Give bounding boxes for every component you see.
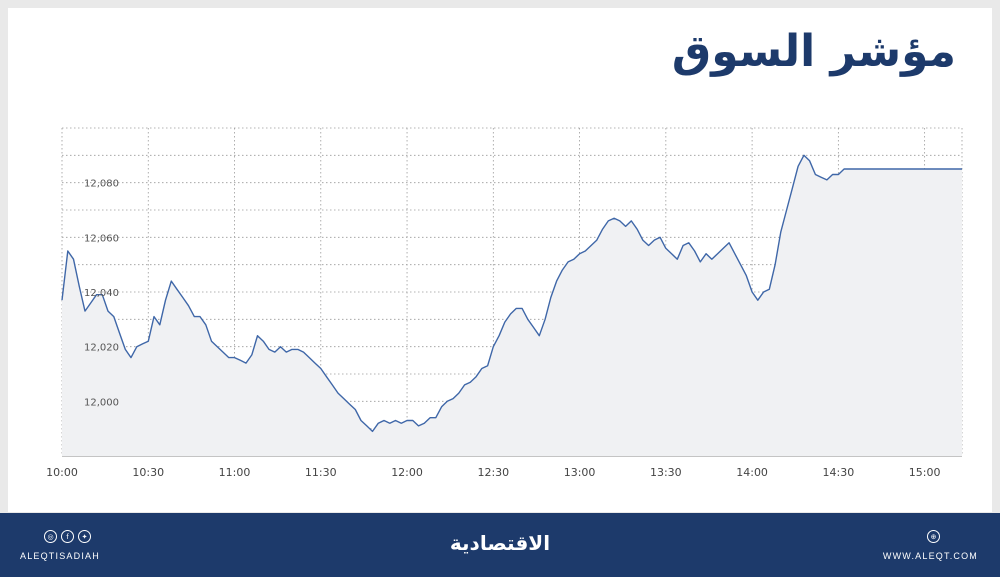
y-tick-label: 12,040 xyxy=(84,288,119,299)
x-tick-label: 13:00 xyxy=(564,466,596,479)
y-tick-label: 12,000 xyxy=(84,397,119,408)
x-tick-label: 10:00 xyxy=(46,466,78,479)
index-line xyxy=(61,154,962,433)
x-tick-label: 13:30 xyxy=(650,466,682,479)
facebook-icon[interactable]: f xyxy=(61,530,74,543)
x-tick-label: 10:30 xyxy=(132,466,164,479)
instagram-icon[interactable]: ◎ xyxy=(44,530,57,543)
footer-bar: ◎ f ✦ ALEQTISADIAH الاقتصادية ⊕ WWW.ALEQ… xyxy=(0,513,1000,577)
globe-icon[interactable]: ⊕ xyxy=(927,530,940,543)
x-tick-label: 15:00 xyxy=(909,466,941,479)
index-area xyxy=(62,155,962,457)
y-tick-label: 12,060 xyxy=(84,233,119,244)
twitter-icon[interactable]: ✦ xyxy=(78,530,91,543)
x-axis-labels: 10:00 10:30 11:00 11:30 12:00 12:30 13:00 13:30… xyxy=(46,466,940,479)
y-tick-label: 12,020 xyxy=(84,343,119,354)
brand-logo-text: الاقتصادية xyxy=(449,531,551,555)
website-url[interactable]: WWW.ALEQT.COM xyxy=(882,551,978,561)
chart-title: مؤشر السوق xyxy=(671,26,956,77)
x-tick-label: 11:00 xyxy=(219,466,251,479)
x-tick-label: 11:30 xyxy=(305,466,337,479)
x-tick-label: 12:30 xyxy=(477,466,509,479)
x-tick-label: 14:00 xyxy=(736,466,768,479)
y-axis-labels: 12,000 12,020 12,040 12,060 12,080 xyxy=(84,179,119,409)
social-icons: ◎ f ✦ xyxy=(44,530,91,543)
social-handle: ALEQTISADIAH xyxy=(20,551,100,561)
x-tick-label: 12:00 xyxy=(391,466,423,479)
y-tick-label: 12,080 xyxy=(84,179,119,190)
x-tick-label: 14:30 xyxy=(823,466,855,479)
